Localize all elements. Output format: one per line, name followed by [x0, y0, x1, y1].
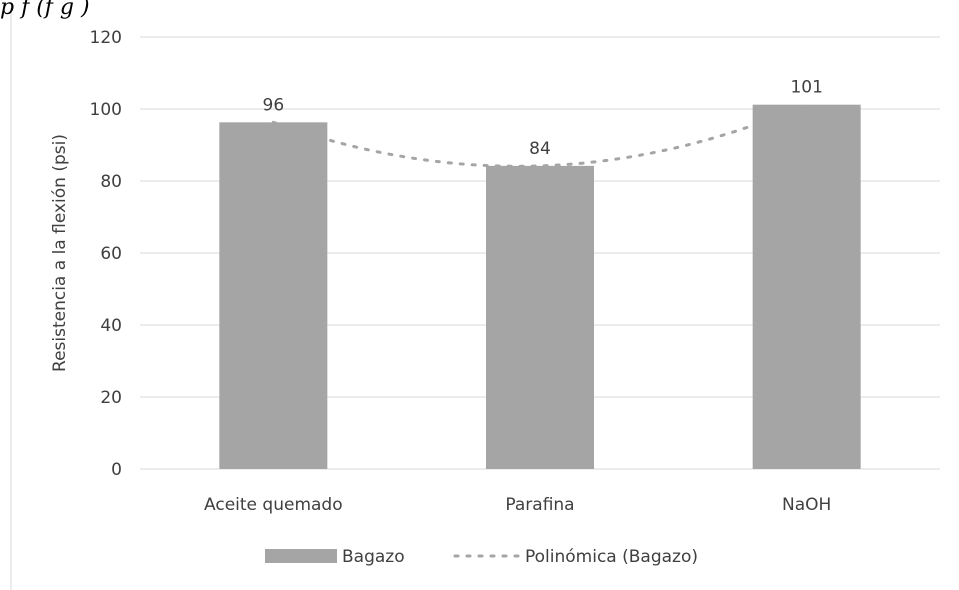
- y-tick-label: 120: [90, 28, 122, 48]
- x-category-label: Aceite quemado: [204, 495, 343, 515]
- y-tick-label: 0: [111, 460, 122, 480]
- legend-swatch-bagazo: [265, 549, 337, 563]
- bar: [752, 104, 861, 470]
- y-tick-label: 40: [100, 316, 122, 336]
- y-tick-label: 20: [100, 388, 122, 408]
- bar: [219, 122, 328, 469]
- y-axis-ticks: 0 20 40 60 80 100 120: [90, 28, 122, 480]
- bar: [486, 165, 594, 469]
- y-axis-title: Resistencia a la flexión (psi): [50, 134, 70, 372]
- clipped-caption-text: p f (f g ): [0, 0, 90, 20]
- data-labels: 96 84 101: [263, 78, 823, 159]
- data-label: 96: [263, 95, 285, 115]
- x-axis-categories: Aceite quemado Parafina NaOH: [204, 495, 831, 515]
- x-category-label: NaOH: [782, 495, 831, 515]
- legend-label-trendline: Polinómica (Bagazo): [525, 547, 698, 567]
- legend-label-bagazo: Bagazo: [342, 547, 405, 567]
- data-label: 84: [529, 139, 551, 159]
- y-tick-label: 80: [100, 172, 122, 192]
- bars: [219, 104, 861, 470]
- data-label: 101: [790, 78, 822, 98]
- y-tick-label: 100: [90, 100, 122, 120]
- y-tick-label: 60: [100, 244, 122, 264]
- x-category-label: Parafina: [505, 495, 574, 515]
- legend: Bagazo Polinómica (Bagazo): [265, 547, 698, 567]
